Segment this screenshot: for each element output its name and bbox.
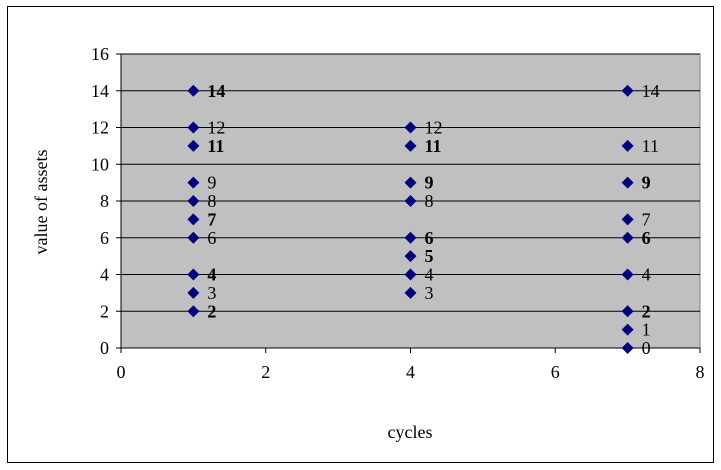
data-label: 11 bbox=[642, 136, 659, 156]
x-tick-label: 2 bbox=[261, 362, 270, 382]
y-tick-label: 12 bbox=[91, 118, 109, 138]
y-tick-label: 0 bbox=[100, 338, 109, 358]
data-label: 3 bbox=[207, 283, 216, 303]
data-point bbox=[404, 268, 417, 281]
data-point bbox=[621, 268, 634, 281]
y-tick-label: 6 bbox=[100, 228, 109, 248]
y-axis-title: value of assets bbox=[31, 150, 51, 255]
data-point bbox=[404, 139, 417, 152]
y-tick-label: 16 bbox=[91, 44, 109, 64]
data-point bbox=[404, 176, 417, 189]
data-point bbox=[621, 342, 634, 354]
data-point bbox=[187, 305, 200, 318]
data-label: 11 bbox=[207, 136, 224, 156]
data-point bbox=[187, 176, 200, 189]
data-point bbox=[404, 121, 417, 134]
data-point bbox=[187, 213, 200, 226]
x-tick-label: 8 bbox=[696, 362, 705, 382]
data-label: 0 bbox=[642, 338, 651, 358]
data-point bbox=[187, 121, 200, 134]
data-label: 4 bbox=[642, 265, 651, 285]
data-label: 14 bbox=[207, 81, 225, 101]
data-label: 5 bbox=[425, 246, 434, 266]
data-point bbox=[187, 139, 200, 152]
data-label: 8 bbox=[425, 191, 434, 211]
data-point bbox=[621, 213, 634, 226]
data-label: 14 bbox=[642, 81, 660, 101]
data-label: 2 bbox=[642, 301, 651, 321]
data-label: 1 bbox=[642, 320, 651, 340]
y-tick-label: 4 bbox=[100, 265, 109, 285]
y-tick-label: 10 bbox=[91, 154, 109, 174]
x-tick-label: 4 bbox=[406, 362, 415, 382]
data-label: 9 bbox=[425, 173, 434, 193]
y-tick-label: 14 bbox=[91, 81, 109, 101]
data-point bbox=[187, 286, 200, 299]
y-tick-label: 8 bbox=[100, 191, 109, 211]
data-point bbox=[404, 250, 417, 263]
data-label: 6 bbox=[425, 228, 434, 248]
data-label: 4 bbox=[425, 265, 434, 285]
data-label: 11 bbox=[425, 136, 442, 156]
data-point bbox=[621, 84, 634, 97]
x-tick-label: 6 bbox=[551, 362, 560, 382]
data-label: 9 bbox=[207, 173, 216, 193]
data-point bbox=[621, 176, 634, 189]
data-label: 6 bbox=[207, 228, 216, 248]
data-label: 4 bbox=[207, 265, 216, 285]
data-point bbox=[187, 231, 200, 244]
data-point bbox=[404, 231, 417, 244]
x-axis-title: cycles bbox=[388, 422, 433, 442]
data-point bbox=[404, 195, 417, 207]
data-point bbox=[621, 323, 634, 336]
data-label: 7 bbox=[642, 209, 651, 229]
data-label: 8 bbox=[207, 191, 216, 211]
data-label: 7 bbox=[207, 209, 216, 229]
data-label: 3 bbox=[425, 283, 434, 303]
data-point bbox=[404, 286, 417, 299]
x-tick-label: 0 bbox=[117, 362, 126, 382]
y-tick-label: 2 bbox=[100, 301, 109, 321]
data-point bbox=[621, 305, 634, 318]
data-point bbox=[187, 84, 200, 97]
data-label: 2 bbox=[207, 301, 216, 321]
data-label: 6 bbox=[642, 228, 651, 248]
data-point bbox=[621, 231, 634, 244]
data-label: 12 bbox=[207, 118, 225, 138]
data-point bbox=[621, 139, 634, 152]
data-point bbox=[187, 195, 200, 207]
data-label: 12 bbox=[425, 118, 443, 138]
data-label: 9 bbox=[642, 173, 651, 193]
data-point bbox=[187, 268, 200, 281]
